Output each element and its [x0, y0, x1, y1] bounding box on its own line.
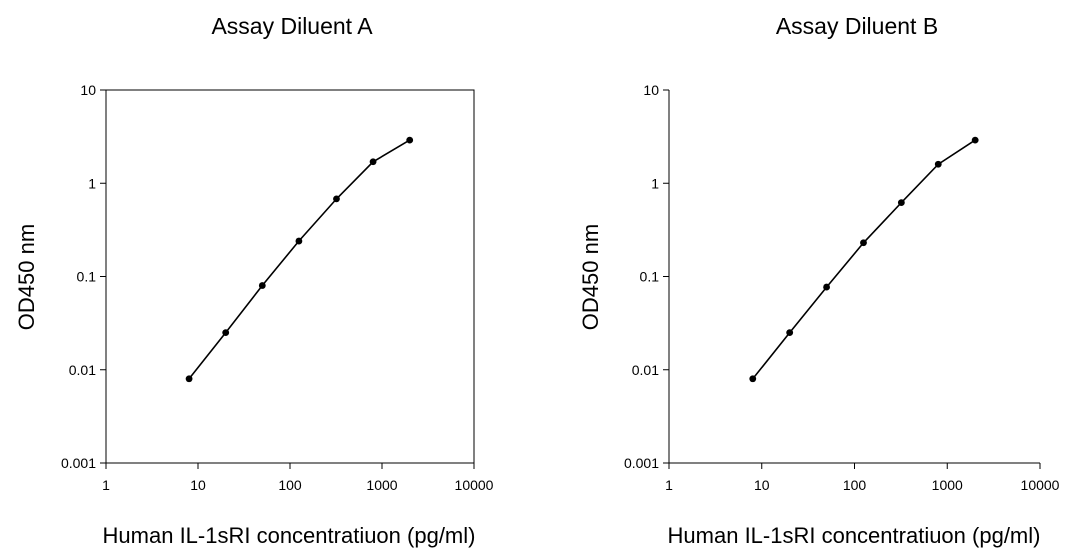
y-axis: 0.001 0.01 0.1 1 10: [624, 82, 670, 471]
data-point: [897, 199, 905, 207]
x-tick-label: 1: [102, 477, 110, 493]
data-point: [934, 160, 942, 168]
data-point: [222, 329, 230, 337]
x-axis: 1 10 100 1000 10000: [665, 462, 1060, 493]
chart-assay-diluent-a: Assay Diluent A OD450 nm Human IL-1sRI c…: [14, 13, 494, 548]
x-axis-label: Human IL-1sRI concentratiuon (pg/ml): [103, 523, 476, 548]
chart-title: Assay Diluent B: [776, 13, 938, 39]
y-axis-label: OD450 nm: [578, 224, 603, 330]
y-tick-label: 0.1: [77, 269, 97, 285]
data-point: [786, 329, 794, 337]
data-point: [749, 375, 757, 383]
x-tick-label: 10000: [1021, 477, 1060, 493]
chart-title: Assay Diluent A: [211, 13, 373, 39]
x-tick-label: 10: [190, 477, 206, 493]
x-tick-label: 10: [754, 477, 770, 493]
x-tick-label: 1000: [932, 477, 963, 493]
data-point: [185, 375, 193, 383]
y-tick-label: 0.001: [61, 455, 96, 471]
series-line: [188, 139, 411, 380]
data-point: [406, 136, 414, 144]
y-tick-label: 10: [80, 82, 96, 98]
series-line: [752, 139, 976, 380]
x-axis: 1 10 100 1000 10000: [102, 463, 494, 493]
y-tick-label: 10: [643, 82, 659, 98]
plot-frame: [105, 89, 475, 464]
y-axis: 0.001 0.01 0.1 1 10: [61, 82, 106, 471]
y-tick-label: 1: [88, 175, 96, 191]
x-tick-label: 100: [278, 477, 302, 493]
data-point: [333, 195, 340, 203]
y-tick-label: 0.01: [632, 362, 659, 378]
data-point: [295, 237, 303, 245]
y-tick-label: 1: [651, 175, 659, 191]
x-tick-label: 1: [665, 477, 673, 493]
chart-assay-diluent-b: Assay Diluent B OD450 nm Human IL-1sRI c…: [578, 13, 1060, 548]
data-points: [749, 136, 979, 383]
x-tick-label: 100: [843, 477, 867, 493]
y-tick-label: 0.001: [624, 455, 659, 471]
data-point: [369, 158, 377, 166]
y-tick-label: 0.01: [69, 362, 96, 378]
x-tick-label: 1000: [366, 477, 397, 493]
data-point: [823, 283, 830, 291]
y-axis-label: OD450 nm: [14, 224, 39, 330]
data-point: [971, 136, 979, 144]
y-tick-label: 0.1: [640, 269, 660, 285]
data-point: [258, 282, 266, 289]
x-axis-label: Human IL-1sRI concentratiuon (pg/ml): [668, 523, 1041, 548]
data-point: [860, 239, 867, 247]
data-points: [185, 136, 414, 383]
x-tick-label: 10000: [455, 477, 494, 493]
